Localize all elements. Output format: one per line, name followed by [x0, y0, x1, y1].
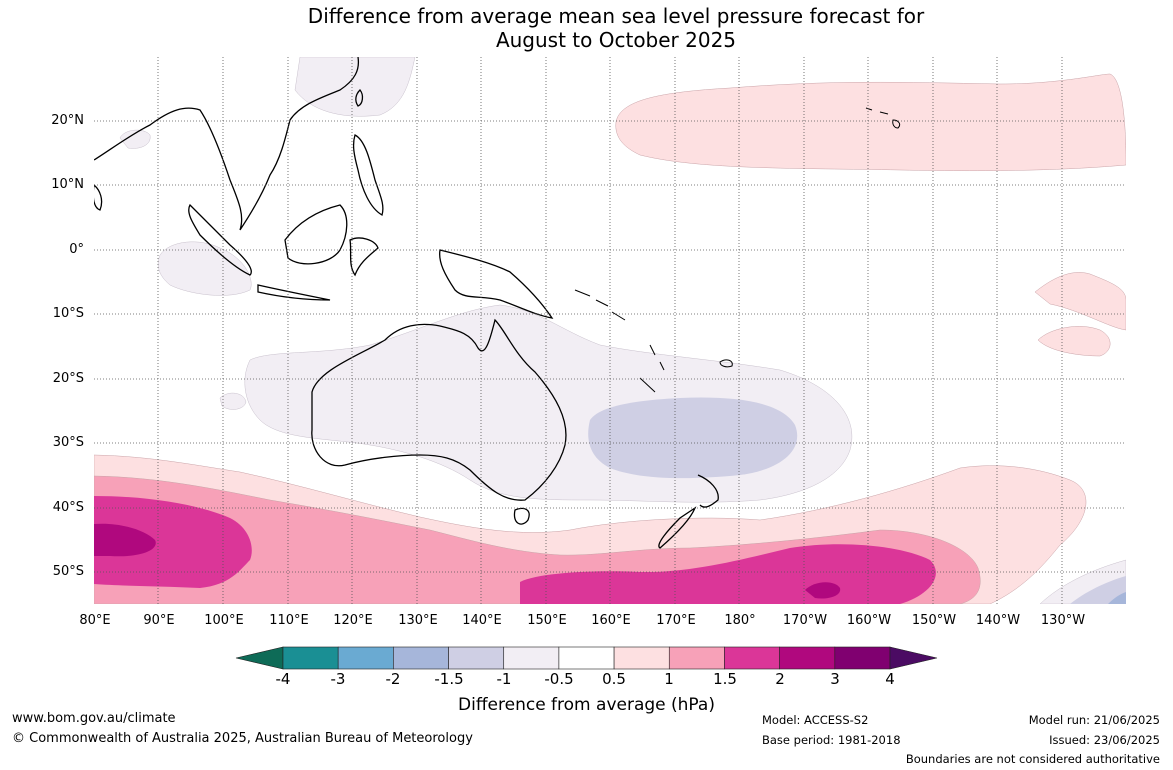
- model-text: Model: ACCESS-S2: [762, 713, 869, 727]
- lat-label-10s: 10°S: [52, 306, 84, 321]
- lon-label-150e: 150°E: [527, 613, 567, 628]
- colorbar-cell: [503, 646, 560, 670]
- contour-pos-east-1: [1034, 272, 1126, 331]
- coastline-sumatra: [188, 203, 252, 276]
- islands: [574, 107, 901, 393]
- colorbar-extend-low: [235, 646, 284, 670]
- contour-pos-east-2: [1037, 326, 1111, 357]
- lat-label-50s: 50°S: [52, 564, 84, 579]
- coastline-java: [257, 284, 331, 301]
- island-hawaii: [865, 107, 901, 129]
- colorbar-cell: [613, 646, 670, 670]
- lat-label-0: 0°: [69, 242, 84, 257]
- disclaimer-text: Boundaries are not considered authoritat…: [905, 752, 1160, 766]
- coastline-asia: [94, 57, 360, 231]
- contour-neg-small-a: [119, 129, 151, 149]
- lon-label-140e: 140°E: [462, 613, 502, 628]
- contour-neg-1: [588, 397, 798, 479]
- contour-pos-1_5: [94, 496, 252, 588]
- coastline-borneo: [284, 204, 348, 265]
- colorbar-cell: [448, 646, 505, 670]
- colorbar-tick: 2: [775, 670, 785, 688]
- colorbar-tick: -1.5: [434, 670, 464, 688]
- lon-label-130w: 130°W: [1040, 613, 1086, 628]
- colorbar-tick: -1: [496, 670, 512, 688]
- contour-neg-se-3: [1108, 592, 1126, 604]
- coastline-sri-lanka: [94, 184, 103, 211]
- contour-neg-small-b: [219, 392, 247, 410]
- coastline-tasmania: [513, 507, 530, 525]
- lon-label-170e: 170°E: [656, 613, 696, 628]
- colorbar-cell: [724, 646, 780, 670]
- lon-label-140w: 140°W: [975, 613, 1021, 628]
- lon-label-90e: 90°E: [143, 613, 175, 628]
- colorbar-title: Difference from average (hPa): [458, 695, 715, 715]
- island-new-caledonia: [639, 377, 656, 393]
- contour-pos-2: [94, 523, 156, 557]
- island-solomon: [574, 289, 626, 321]
- coastline-new-guinea: [439, 249, 554, 319]
- lat-label-20s: 20°S: [52, 371, 84, 386]
- lat-label-40s: 40°S: [52, 500, 84, 515]
- colorbar-tick: -2: [385, 670, 401, 688]
- coastline-australia: [311, 318, 567, 501]
- lon-label-120e: 120°E: [333, 613, 373, 628]
- issued-text: Issued: 23/06/2025: [1049, 733, 1160, 747]
- copyright-text: © Commonwealth of Australia 2025, Austra…: [12, 731, 473, 746]
- island-fiji: [719, 359, 733, 368]
- colorbar-cell: [393, 646, 449, 670]
- map-title: Difference from average mean sea level p…: [0, 4, 1173, 52]
- lon-label-110e: 110°E: [269, 613, 309, 628]
- lat-label-20n: 20°N: [51, 113, 84, 128]
- lon-label-180: 180°: [724, 613, 756, 628]
- contour-pos-north: [615, 73, 1126, 172]
- coastlines: [94, 57, 719, 549]
- colorbar-tick: -0.5: [544, 670, 574, 688]
- colorbar-tick: 1.5: [713, 670, 737, 688]
- lon-label-170w: 170°W: [782, 613, 828, 628]
- colorbar-cell: [282, 646, 339, 670]
- lat-label-10n: 10°N: [51, 177, 84, 192]
- colorbar-cell: [558, 646, 615, 670]
- island-vanuatu: [649, 344, 665, 371]
- colorbar-tick: 3: [830, 670, 840, 688]
- colorbar-cell: [668, 646, 725, 670]
- coastline-new-zealand: [658, 474, 719, 549]
- lon-label-100e: 100°E: [204, 613, 244, 628]
- lon-label-160w: 160°W: [846, 613, 892, 628]
- lon-label-150w: 150°W: [911, 613, 957, 628]
- contour-neg-se-2: [1070, 576, 1126, 604]
- colorbar-tick: -3: [330, 670, 346, 688]
- colorbar-extend-high: [889, 646, 938, 670]
- lon-label-160e: 160°E: [591, 613, 631, 628]
- contour-neg-north: [294, 57, 416, 117]
- colorbar-cell: [337, 646, 394, 670]
- contour-neg-0_5: [244, 304, 853, 503]
- title-line-2: August to October 2025: [495, 28, 737, 52]
- lon-label-80e: 80°E: [79, 613, 111, 628]
- coastline-philippines: [352, 134, 384, 216]
- contour-neg-equator: [157, 241, 252, 296]
- colorbar-cells: [282, 646, 891, 670]
- lon-label-130e: 130°E: [398, 613, 438, 628]
- colorbar-cell: [779, 646, 836, 670]
- coastline-sulawesi: [349, 237, 379, 277]
- base-period-text: Base period: 1981-2018: [762, 733, 901, 747]
- contour-pos-2-b: [805, 582, 841, 599]
- colorbar-tick: 0.5: [602, 670, 626, 688]
- colorbar: [235, 646, 938, 670]
- colorbar-tick: -4: [275, 670, 291, 688]
- bom-url-link[interactable]: www.bom.gov.au/climate: [12, 711, 176, 726]
- lat-label-30s: 30°S: [52, 435, 84, 450]
- colorbar-tick: 4: [885, 670, 895, 688]
- graticule: [94, 57, 1126, 604]
- map-fields: [94, 57, 1126, 604]
- colorbar-cell: [834, 646, 891, 670]
- title-line-1: Difference from average mean sea level p…: [307, 4, 925, 28]
- colorbar-tick: 1: [664, 670, 674, 688]
- model-run-text: Model run: 21/06/2025: [1028, 713, 1160, 727]
- coastline-taiwan: [355, 89, 364, 107]
